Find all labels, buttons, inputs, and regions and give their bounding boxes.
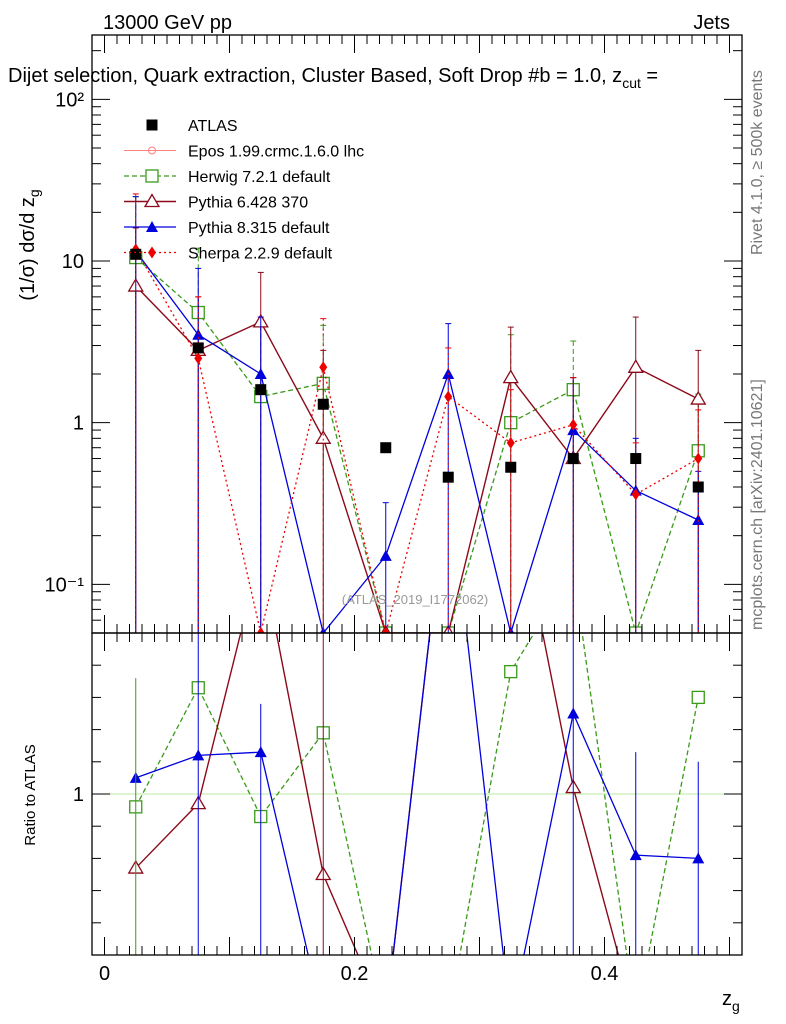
main-point-sherpa — [194, 352, 203, 365]
main-point-py8 — [379, 549, 392, 561]
main-point-sherpa — [256, 627, 265, 633]
ratio-y-axis-title: Ratio to ATLAS — [22, 744, 39, 845]
main-panel: 10⁻¹ 1 10 10² (ATLAS_2019_I1772062) (1/σ) d… — [17, 34, 743, 634]
main-point-py8 — [192, 328, 205, 340]
main-point-data — [567, 453, 579, 465]
main-point-data — [317, 398, 329, 410]
ratio-line-py8 — [135, 633, 699, 955]
legend-label-epos: Epos 1.99.crmc.1.6.0 lhc — [188, 144, 364, 161]
legend-label-py8: Pythia 8.315 default — [188, 220, 330, 237]
ratio-panel: 1 Ratio to ATLAS — [22, 632, 743, 956]
main-point-sherpa — [569, 418, 578, 431]
main-point-sherpa — [506, 436, 515, 449]
category-label: Jets — [693, 12, 730, 34]
main-point-data — [442, 471, 454, 483]
main-point-py8 — [254, 368, 267, 380]
main-point-py6 — [627, 359, 644, 373]
x-tick-label: 0 — [99, 963, 110, 985]
main-point-sherpa — [631, 488, 640, 501]
main-y-axis-title: (1/σ) dσ/d zg — [17, 189, 42, 300]
x-tick-label: 0.2 — [341, 963, 369, 985]
main-point-sherpa — [444, 390, 453, 403]
main-watermark: (ATLAS_2019_I1772062) — [342, 592, 488, 607]
ratio-point-herwig — [691, 690, 705, 705]
legend-marker-py6 — [143, 193, 161, 208]
main-line-herwig — [135, 257, 699, 633]
main-y-tick-label: 10² — [55, 89, 84, 111]
legend-marker-py8 — [146, 221, 158, 232]
mcplots-label: mcplots.cern.ch [arXiv:2401.10621] — [749, 379, 766, 630]
main-point-data — [255, 384, 267, 396]
main-point-sherpa — [694, 452, 703, 465]
main-point-data — [192, 342, 204, 354]
main-y-tick-label: 10⁻¹ — [45, 574, 85, 596]
main-y-tick-label: 1 — [73, 413, 84, 435]
legend-marker-epos — [147, 146, 157, 155]
legend-label-herwig: Herwig 7.2.1 default — [188, 169, 331, 186]
main-point-py6 — [502, 369, 519, 384]
main-y-tick-label: 10 — [62, 251, 84, 273]
side-labels: Rivet 4.1.0, ≥ 500k events mcplots.cern.… — [749, 70, 766, 630]
main-line-sherpa — [135, 249, 699, 633]
ratio-point-herwig — [504, 664, 518, 679]
main-point-py8 — [692, 513, 705, 525]
main-point-sherpa — [319, 361, 328, 374]
legend-marker-data — [146, 119, 158, 131]
main-point-data — [380, 442, 392, 454]
ratio-y-tick-label: 1 — [73, 784, 84, 806]
x-axis-title: zg — [722, 988, 740, 1014]
svg-text:(1/σ) dσ/d zg: (1/σ) dσ/d zg — [17, 189, 42, 300]
legend-label-data: ATLAS — [188, 118, 238, 135]
main-point-data — [130, 248, 142, 260]
legend-label-sherpa: Sherpa 2.2.9 default — [188, 246, 333, 263]
legend-marker-sherpa — [148, 246, 156, 259]
x-axis-title-main: zg — [722, 988, 740, 1014]
main-point-data — [630, 453, 642, 465]
legend: ATLAS Epos 1.99.crmc.1.6.0 lhc Herwig 7.2.… — [124, 118, 364, 263]
main-line-py6 — [135, 285, 699, 633]
main-point-data — [505, 461, 517, 473]
rivet-label: Rivet 4.1.0, ≥ 500k events — [749, 70, 766, 255]
legend-label-py6: Pythia 6.428 370 — [188, 195, 308, 212]
main-point-py6 — [690, 390, 707, 405]
legend-marker-herwig — [145, 169, 159, 183]
main-point-sherpa — [381, 627, 390, 633]
main-point-data — [692, 481, 704, 493]
energy-label: 13000 GeV pp — [103, 12, 232, 34]
x-tick-label: 0.4 — [591, 963, 619, 985]
ratio-ylabel: Ratio to ATLAS — [22, 744, 39, 845]
main-line-py8 — [135, 250, 699, 633]
plot-title: Dijet selection, Quark extraction, Clust… — [8, 65, 658, 91]
main-point-py6 — [315, 430, 332, 444]
